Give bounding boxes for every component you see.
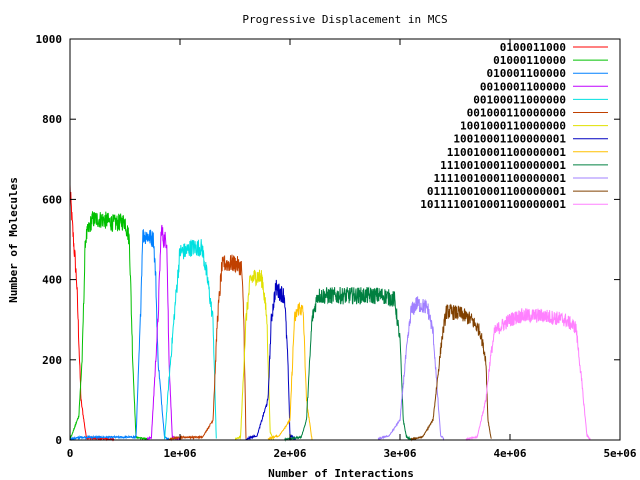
y-tick-label-5: 1000: [36, 33, 63, 46]
legend-label-12: 011110010001100000001: [427, 185, 566, 198]
legend-label-8: 10010001100000001: [453, 133, 566, 146]
legend-label-6: 001000110000000: [467, 107, 566, 120]
y-tick-label-2: 400: [42, 274, 62, 287]
legend: 0100011000010001100000100011000000010001…: [420, 41, 608, 211]
legend-label-13: 1011110010001100000001: [420, 198, 566, 211]
series-line-9: [267, 301, 313, 441]
series-line-8: [245, 279, 296, 441]
series-line-1: [69, 184, 115, 442]
legend-label-7: 1001000110000000: [460, 120, 566, 133]
legend-label-9: 110010001100000001: [447, 146, 567, 159]
series-line-13: [465, 308, 591, 442]
y-tick-label-3: 600: [42, 193, 62, 206]
x-tick-label-1: 1e+06: [163, 447, 196, 460]
legend-label-3: 010001100000: [487, 67, 566, 80]
series-layer: [69, 184, 591, 442]
x-tick-label-3: 3e+06: [383, 447, 416, 460]
series-line-12: [410, 303, 492, 442]
series-line-3: [69, 229, 170, 441]
legend-label-2: 01000110000: [493, 54, 566, 67]
legend-label-11: 11110010001100000001: [434, 172, 567, 185]
legend-label-1: 0100011000: [500, 41, 566, 54]
series-line-11: [377, 296, 445, 441]
series-line-5: [164, 239, 217, 440]
series-line-7: [235, 269, 274, 441]
legend-label-10: 1110010001100000001: [440, 159, 566, 172]
series-line-6: [168, 254, 247, 442]
x-tick-label-4: 4e+06: [493, 447, 526, 460]
legend-label-5: 00100011000000: [473, 93, 566, 106]
y-tick-label-0: 0: [55, 434, 62, 447]
chart-title: Progressive Displacement in MCS: [242, 13, 447, 26]
x-tick-label-5: 5e+06: [603, 447, 636, 460]
plot-frame: [69, 38, 621, 441]
axis-layer: 0 1e+06 2e+06 3e+06 4e+06 5e+06 0 200 400 600 800 1…: [36, 33, 637, 460]
series-line-2: [69, 211, 148, 441]
y-axis-label: Number of Molecules: [7, 177, 20, 303]
x-tick-label-2: 2e+06: [273, 447, 306, 460]
y-tick-label-1: 200: [42, 354, 62, 367]
x-tick-label-0: 0: [67, 447, 74, 460]
x-axis-label: Number of Interactions: [268, 467, 414, 480]
legend-label-4: 0010001100000: [480, 80, 566, 93]
series-line-10: [284, 286, 412, 442]
y-tick-label-4: 800: [42, 113, 62, 126]
